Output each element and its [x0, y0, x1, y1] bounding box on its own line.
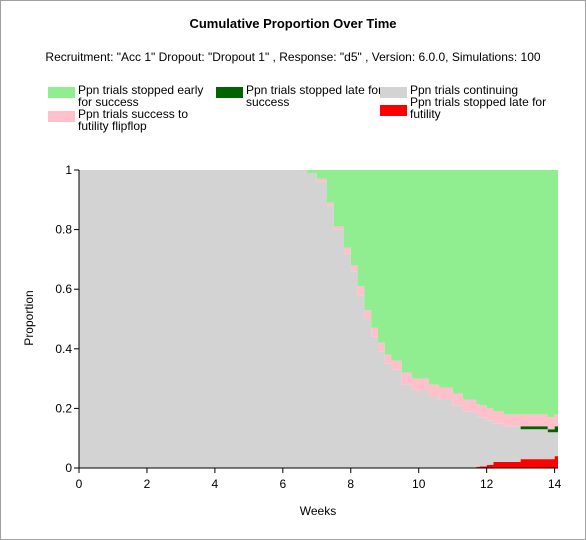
x-tick-label: 6 [279, 477, 286, 491]
legend-swatch-late-futility [380, 105, 407, 116]
x-tick-label: 8 [347, 477, 354, 491]
x-tick-label: 12 [480, 477, 494, 491]
y-tick-label: 0.8 [55, 223, 72, 237]
y-tick-label: 1 [65, 163, 72, 177]
legend-label-early-success: Ppn trials stopped early for success [78, 83, 204, 109]
x-tick-label: 4 [212, 477, 219, 491]
x-tick-label: 0 [76, 477, 83, 491]
legend-swatch-early-success [48, 87, 75, 98]
x-axis-title: Weeks [300, 504, 336, 518]
chart-subtitle: Recruitment: "Acc 1" Dropout: "Dropout 1… [45, 50, 541, 64]
legend-label-continuing: Ppn trials continuing [410, 83, 519, 97]
area-early_success [79, 170, 558, 418]
x-tick-label: 10 [412, 477, 426, 491]
area-late_futility [79, 456, 558, 468]
y-tick-label: 0.6 [55, 282, 72, 296]
legend-swatch-flipflop [48, 111, 75, 122]
axes: 0 2 4 6 8 10 12 14 0 0.2 0.4 0.6 0.8 1 [55, 163, 561, 491]
chart-title: Cumulative Proportion Over Time [189, 16, 397, 31]
legend-label-flipflop: Ppn trials success to futility flipflop [78, 107, 189, 133]
legend-swatch-continuing [380, 87, 407, 98]
y-axis-title: Proportion [22, 290, 36, 345]
legend-label-late-futility: Ppn trials stopped late for futility [410, 95, 547, 121]
y-tick-label: 0.2 [55, 401, 72, 415]
stacked-areas [79, 170, 558, 468]
y-tick-label: 0 [65, 461, 72, 475]
legend-swatch-late-success [216, 87, 243, 98]
x-tick-label: 14 [548, 477, 562, 491]
x-tick-label: 2 [144, 477, 151, 491]
y-tick-label: 0.4 [55, 342, 72, 356]
area-continuing [79, 170, 558, 468]
legend-label-late-success: Ppn trials stopped late for success [246, 83, 383, 109]
